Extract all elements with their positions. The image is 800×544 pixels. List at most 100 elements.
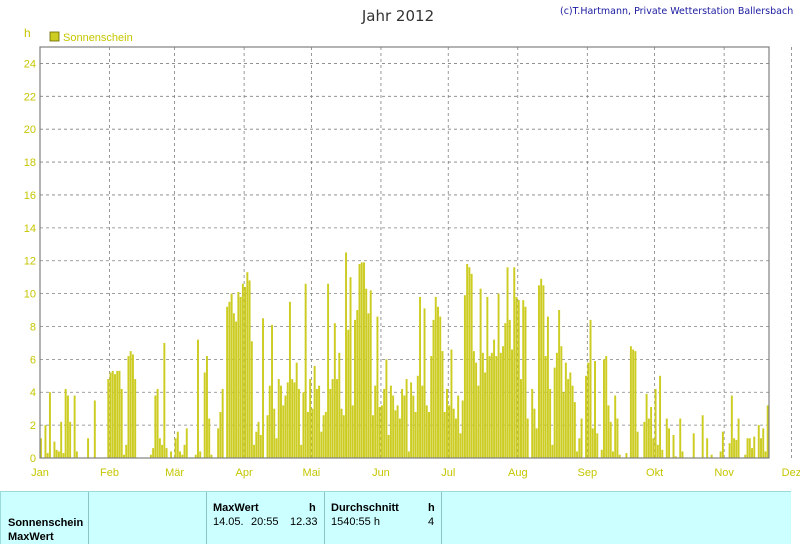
sunshine-bar bbox=[652, 438, 655, 458]
row-label-sonnenschein: Sonnenschein bbox=[8, 517, 84, 529]
sunshine-bar bbox=[371, 415, 374, 458]
sunshine-bar bbox=[596, 433, 599, 458]
sunshine-bar bbox=[760, 438, 762, 458]
sunshine-bar bbox=[481, 352, 484, 458]
sunshine-bar bbox=[410, 382, 413, 458]
sunshine-bar bbox=[295, 362, 298, 458]
sunshine-bar bbox=[629, 346, 632, 458]
sunshine-bar bbox=[508, 319, 511, 458]
y-tick-label: 0 bbox=[30, 453, 36, 465]
sunshine-bar bbox=[235, 321, 238, 458]
sunshine-bar bbox=[571, 385, 574, 458]
x-tick-label: Okt bbox=[646, 467, 663, 479]
durchschnitt-header: Durchschnitt bbox=[331, 502, 399, 514]
sunshine-bar bbox=[757, 425, 760, 458]
sunshine-bar bbox=[587, 362, 590, 458]
sunshine-bar bbox=[248, 280, 251, 458]
sunshine-bar bbox=[580, 418, 583, 458]
sunshine-bar bbox=[336, 379, 339, 458]
x-tick-label: Mai bbox=[303, 467, 321, 479]
sunshine-bar bbox=[762, 428, 765, 458]
sunshine-bar bbox=[654, 388, 657, 458]
sunshine-bar bbox=[445, 388, 448, 458]
y-tick-label: 14 bbox=[24, 223, 36, 235]
sunshine-bar bbox=[643, 421, 646, 458]
sunshine-bar bbox=[672, 434, 675, 458]
sunshine-bar bbox=[163, 342, 166, 458]
sunshine-bar bbox=[154, 395, 157, 458]
sunshine-bar bbox=[515, 296, 518, 458]
sunshine-bar bbox=[439, 316, 442, 458]
sunshine-bar bbox=[174, 438, 177, 458]
sunshine-bar bbox=[374, 385, 377, 458]
sunshine-bar bbox=[609, 421, 612, 458]
sunshine-bar bbox=[448, 405, 451, 458]
sunshine-bar bbox=[57, 451, 60, 458]
sunshine-bar bbox=[614, 395, 617, 458]
sunshine-bar bbox=[558, 310, 561, 458]
sunshine-bar bbox=[706, 438, 709, 458]
sunshine-bar bbox=[73, 395, 76, 458]
sunshine-bar bbox=[423, 308, 426, 458]
chart-title: Jahr 2012 bbox=[361, 7, 434, 25]
max-value: 12.33 bbox=[290, 516, 318, 528]
summary-table: MaxWert h Durchschnitt h Sonnenschein 14… bbox=[0, 491, 791, 544]
sunshine-bar bbox=[656, 444, 659, 458]
maxwert-header: MaxWert bbox=[213, 502, 259, 514]
sunshine-bar bbox=[457, 395, 460, 458]
sunshine-bar bbox=[199, 451, 202, 458]
sunshine-bar bbox=[318, 385, 321, 458]
sunshine-bar bbox=[66, 395, 69, 458]
sunshine-bar bbox=[414, 411, 417, 458]
sunshine-bar bbox=[484, 372, 487, 458]
y-tick-label: 12 bbox=[24, 256, 36, 268]
sunshine-bar bbox=[345, 252, 348, 458]
sunshine-bar bbox=[569, 372, 572, 458]
sunshine-bar bbox=[149, 454, 152, 458]
x-tick-label: Jun bbox=[372, 467, 390, 479]
sunshine-bar bbox=[239, 296, 242, 458]
sunshine-bar bbox=[600, 449, 603, 458]
sunshine-bar bbox=[122, 454, 125, 458]
sunshine-bar bbox=[416, 375, 419, 458]
sunshine-bar bbox=[524, 306, 527, 458]
sunshine-bar bbox=[636, 431, 639, 458]
sunshine-bar bbox=[389, 385, 392, 458]
credit-text: (c)T.Hartmann, Private Wetterstation Bal… bbox=[560, 6, 793, 17]
sunshine-bar bbox=[221, 388, 224, 458]
sunshine-bar bbox=[69, 421, 72, 458]
sunshine-bar bbox=[111, 370, 114, 458]
sunshine-bar bbox=[158, 438, 161, 458]
sunshine-bar bbox=[553, 367, 556, 458]
sunshine-bar bbox=[313, 365, 316, 458]
sunshine-bar bbox=[365, 288, 368, 458]
sunshine-bar bbox=[320, 431, 323, 458]
sunshine-bar bbox=[751, 448, 753, 458]
y-tick-label: 24 bbox=[24, 58, 36, 70]
sunshine-bar bbox=[246, 272, 249, 458]
sunshine-bar bbox=[60, 421, 63, 458]
sunshine-bar bbox=[398, 418, 401, 458]
sunshine-chart: Jahr 2012 (c)T.Hartmann, Private Wetters… bbox=[24, 6, 800, 479]
sunshine-bar bbox=[107, 379, 110, 458]
sunshine-bar bbox=[176, 431, 179, 458]
sunshine-bar bbox=[87, 438, 90, 458]
sunshine-bar bbox=[297, 388, 300, 458]
sunshine-bar bbox=[748, 438, 751, 458]
sunshine-bar bbox=[434, 296, 437, 458]
sunshine-bar bbox=[271, 324, 273, 458]
sunshine-bar bbox=[309, 379, 312, 458]
sunshine-bar bbox=[64, 388, 67, 458]
sunshine-bar bbox=[746, 438, 749, 458]
sunshine-bar bbox=[125, 444, 128, 458]
sunshine-bar bbox=[327, 283, 330, 458]
max-time: 20:55 bbox=[251, 516, 279, 528]
sunshine-bar bbox=[356, 310, 359, 458]
sunshine-bar bbox=[432, 319, 435, 458]
sunshine-bar bbox=[405, 379, 408, 458]
y-tick-label: 10 bbox=[24, 289, 36, 301]
sunshine-bar bbox=[625, 453, 628, 458]
sunshine-bar bbox=[502, 346, 505, 458]
x-tick-label: Dez bbox=[782, 467, 800, 479]
sunshine-bar bbox=[237, 291, 240, 458]
